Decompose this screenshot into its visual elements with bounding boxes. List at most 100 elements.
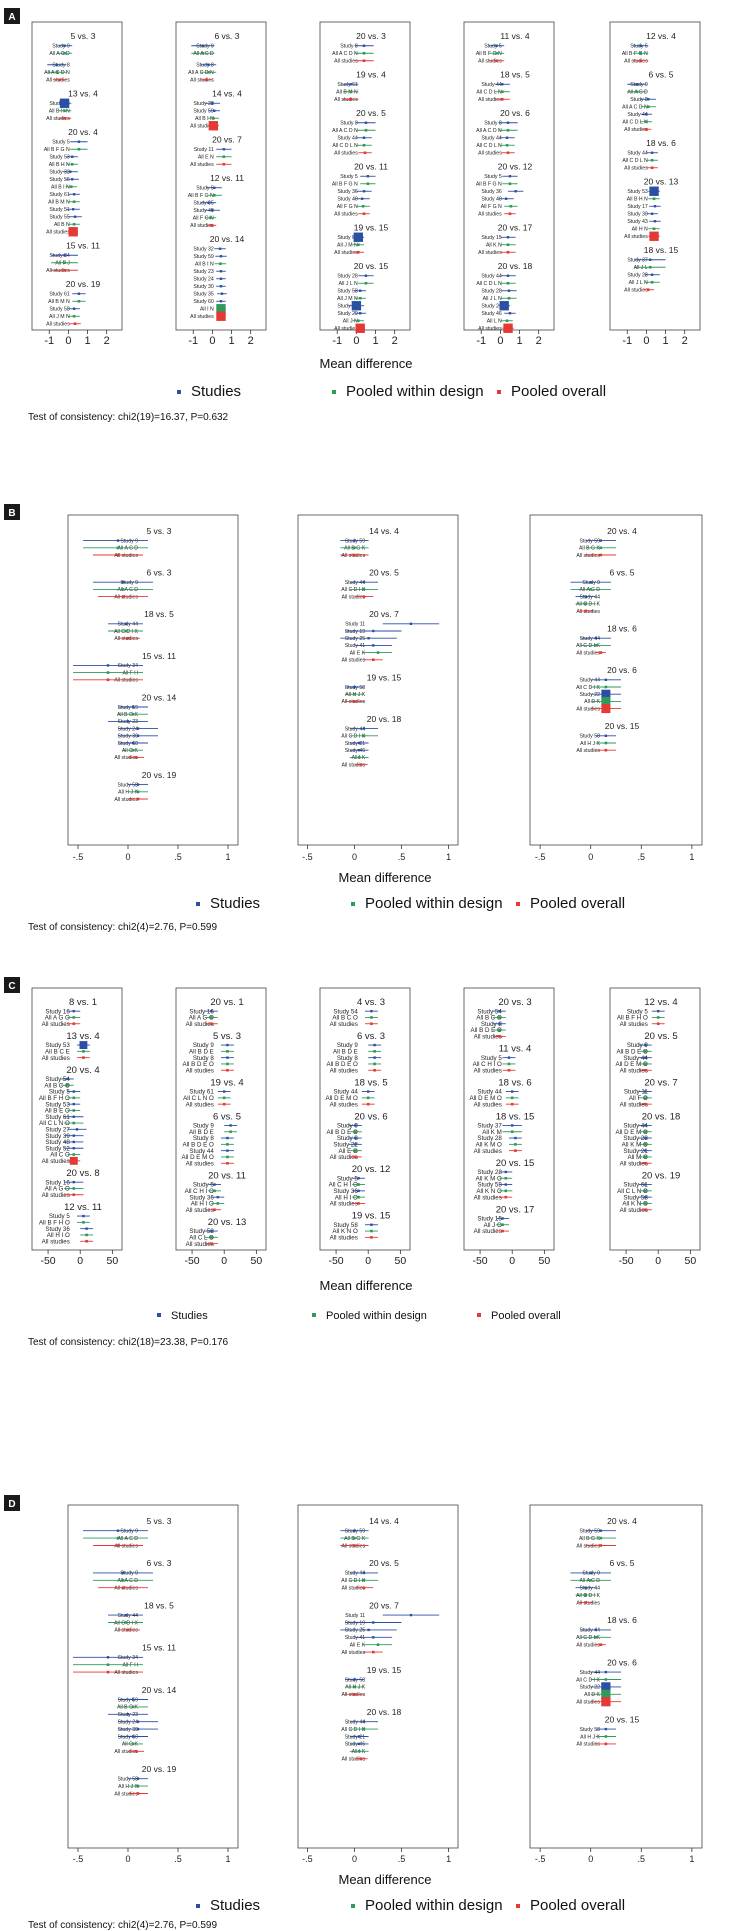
point-estimate	[649, 186, 659, 196]
point-estimate	[589, 1571, 592, 1575]
row-label: All B F G N	[476, 182, 502, 188]
point-estimate	[72, 1193, 76, 1197]
point-estimate	[506, 274, 510, 277]
x-tick-label: 0	[655, 1255, 661, 1267]
row-label: All studies	[42, 1158, 70, 1165]
point-estimate	[124, 1621, 128, 1624]
row-label: All B C O	[44, 1082, 70, 1089]
point-estimate	[357, 756, 361, 759]
legend-pooled-within-design-label: Pooled within design	[365, 895, 503, 912]
plot-frame	[67, 514, 239, 846]
point-estimate	[72, 307, 76, 310]
point-estimate	[505, 319, 509, 323]
plot-frame	[297, 514, 459, 846]
row-label: Study 24	[118, 726, 139, 732]
row-label: All A C D N	[622, 105, 648, 111]
row-label: All A C D	[118, 1578, 139, 1584]
row-label: All B F H O	[617, 1015, 648, 1022]
row-label: Study 16	[45, 1179, 70, 1186]
point-estimate	[69, 1156, 78, 1165]
comparison-title: 18 vs. 5	[354, 1077, 387, 1088]
legend-pooled-overall-marker	[477, 1313, 481, 1317]
point-estimate	[213, 109, 216, 112]
row-label: All B G K	[117, 712, 139, 718]
comparison-title: 12 vs. 11	[210, 173, 244, 183]
row-label: Study 51	[49, 207, 70, 213]
plot-frame	[31, 987, 123, 1251]
comparison-title: 20 vs. 6	[354, 1111, 387, 1122]
comparison-title: 20 vs. 11	[208, 1170, 246, 1181]
panel-badge	[4, 977, 20, 993]
row-label: Study 44	[345, 1720, 366, 1726]
point-estimate	[601, 1682, 611, 1692]
x-tick-label: 2	[248, 335, 254, 347]
point-estimate	[649, 258, 652, 261]
point-estimate	[653, 205, 657, 208]
point-estimate	[72, 1153, 76, 1156]
point-estimate	[72, 200, 76, 204]
point-estimate	[106, 678, 110, 682]
row-label: Study 25	[345, 636, 366, 642]
point-estimate	[131, 748, 135, 752]
point-estimate	[506, 236, 510, 239]
comparison-title: 20 vs. 5	[644, 1031, 677, 1042]
point-estimate	[362, 734, 366, 738]
row-label: All studies	[342, 658, 366, 664]
row-label: All K N	[486, 243, 502, 249]
x-tick-label: 2	[392, 335, 398, 347]
row-label: All B F G N	[622, 51, 648, 57]
point-estimate	[106, 1656, 110, 1659]
row-label: All studies	[114, 1628, 138, 1634]
point-estimate	[124, 622, 128, 625]
point-estimate	[360, 197, 364, 200]
x-tick-label: 1	[228, 335, 234, 347]
legend-studies-label: Studies	[210, 895, 260, 912]
legend-pooled-within-design-marker	[351, 1904, 355, 1908]
row-label: All studies	[576, 1643, 600, 1649]
row-label: Study 9	[627, 1042, 649, 1049]
row-label: All studies	[330, 1021, 358, 1028]
point-estimate	[644, 1183, 647, 1186]
row-label: All A C D	[118, 587, 139, 593]
x-axis-label: Mean difference	[320, 1278, 413, 1293]
comparison-title: 20 vs. 4	[607, 526, 637, 536]
point-estimate	[226, 1161, 229, 1165]
row-label: Study 53	[627, 189, 648, 195]
x-tick-label: -.5	[73, 1854, 84, 1864]
row-label: All B D E O	[183, 1061, 214, 1068]
comparison-title: 6 vs. 3	[146, 1558, 171, 1568]
row-label: All studies	[190, 314, 214, 320]
point-estimate	[357, 1202, 360, 1205]
row-label: All A C D N	[188, 70, 214, 76]
point-estimate	[372, 1636, 375, 1639]
point-estimate	[644, 1143, 647, 1146]
point-estimate	[59, 98, 70, 108]
point-estimate	[500, 90, 504, 94]
point-estimate	[362, 1579, 366, 1582]
point-estimate	[510, 1096, 514, 1100]
panel-badge-label: A	[8, 12, 15, 23]
row-label: All B F G N	[476, 51, 502, 57]
point-estimate	[373, 1050, 376, 1053]
comparison-title: 20 vs. 14	[142, 692, 177, 702]
x-tick-label: 2	[104, 335, 110, 347]
point-estimate	[201, 51, 205, 55]
comparison-title: 20 vs. 7	[212, 135, 242, 145]
point-estimate	[126, 720, 130, 723]
point-estimate	[210, 1229, 213, 1233]
point-estimate	[211, 209, 214, 212]
point-estimate	[131, 741, 135, 745]
row-label: All F J	[55, 261, 70, 267]
x-axis-label: Mean difference	[339, 870, 432, 885]
point-estimate	[644, 1096, 647, 1100]
point-estimate	[72, 1102, 75, 1106]
point-estimate	[136, 1720, 140, 1723]
point-estimate	[649, 231, 659, 241]
row-label: Study 28	[623, 1135, 648, 1142]
row-label: Study 44	[580, 1670, 601, 1676]
point-estimate	[222, 1096, 226, 1100]
